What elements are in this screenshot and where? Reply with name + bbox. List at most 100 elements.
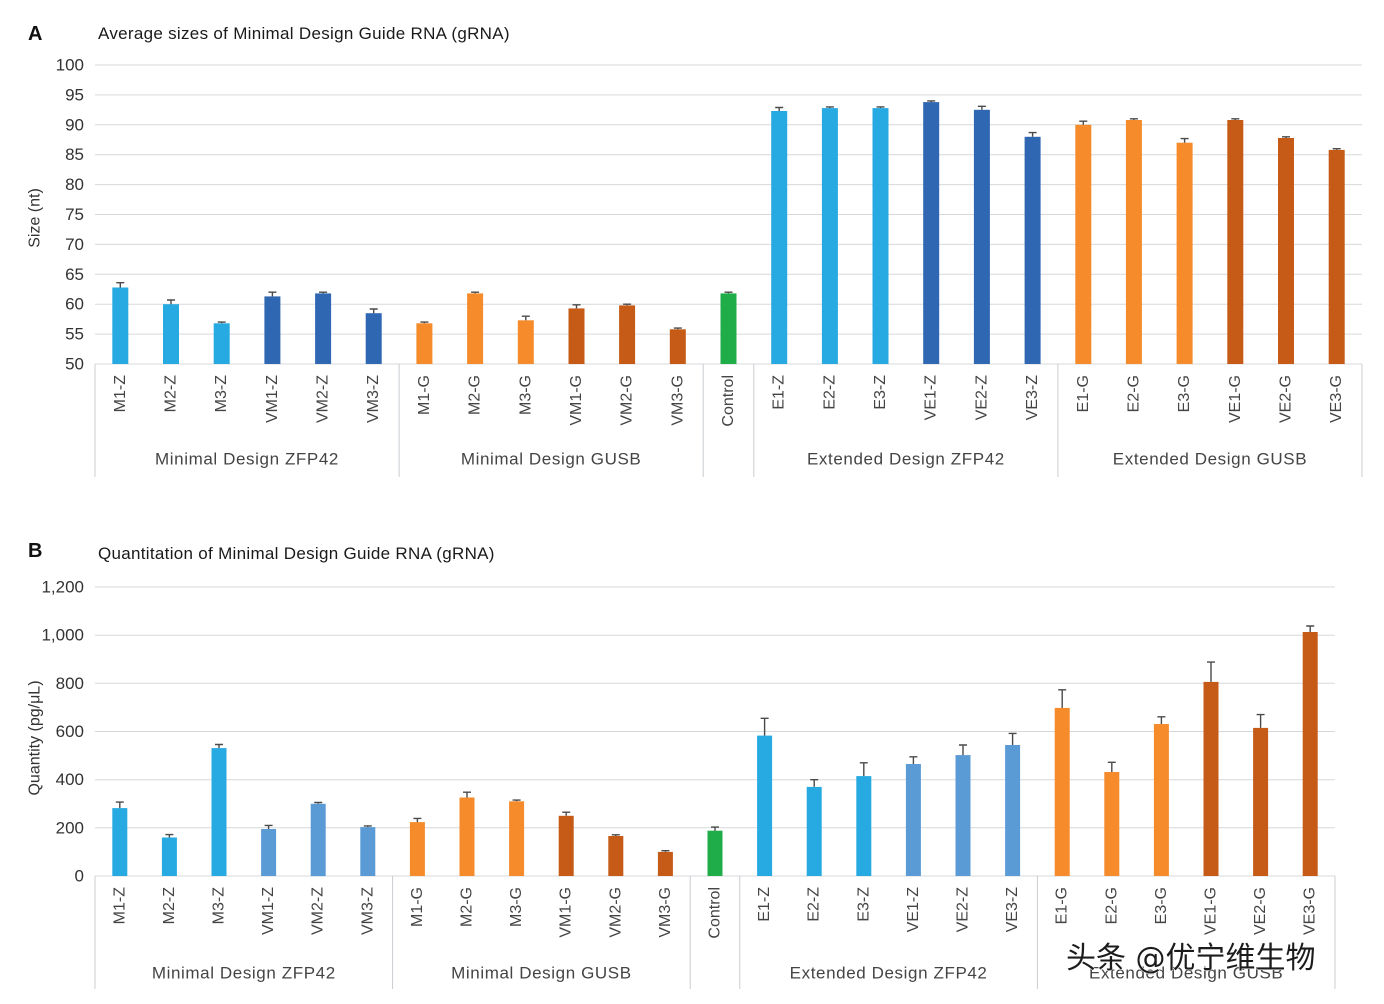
panel-a-error-bar-e1-z [775,106,784,111]
panel-b-category-label-vm1-g: VM1-G [558,887,575,938]
panel-b-category-label-vm3-g: VM3-G [657,887,674,938]
panel-a-y-axis-label: Size (nt) [27,188,44,248]
panel-b-bar-m1-g [409,822,425,876]
panel-b-category-label-ve3-g: VE3-G [1302,887,1319,935]
panel-b-error-bar-e2-z [810,779,819,787]
panel-a-y-tick-label-75: 75 [65,205,84,224]
panel-b-error-bar-ve1-g [1207,661,1215,682]
panel-a-bar-vm2-g [619,305,636,364]
panel-a-category-label-e2-z: E2-Z [821,375,838,410]
panel-a-category-label-ve2-g: VE2-G [1278,375,1295,423]
panel-a-error-bar-vm2-z [319,291,328,294]
panel-b-error-bar-e1-z [760,717,769,736]
panel-a-error-bar-ve2-z [977,105,986,110]
panel-a-category-label-e1-g: E1-G [1075,375,1092,412]
panel-a-bar-ve2-z [973,109,990,364]
panel-a-category-label-ve3-z: VE3-Z [1024,375,1041,421]
panel-a-category-label-vm2-g: VM2-G [619,375,636,426]
panel-a-error-bar-e3-g [1180,137,1189,143]
panel-b-category-label-m3-z: M3-Z [211,887,228,925]
panel-b-y-tick-label-1200: 1,200 [41,578,84,597]
panel-b-error-bar-m3-g [512,799,521,802]
panel-b-bar-control [707,830,723,876]
panel-b-category-label-vm1-z: VM1-Z [260,887,277,935]
panel-b-category-label-ve2-g: VE2-G [1252,887,1269,935]
panel-a-category-label-vm2-z: VM2-Z [315,375,332,423]
panel-a-error-bar-vm3-z [369,308,378,314]
panel-b-group-label-3: Extended Design ZFP42 [790,964,988,983]
panel-b-bar-ve2-z [955,755,971,876]
panel-a-category-label-vm1-g: VM1-G [568,375,585,426]
panel-b-bar-e1-z [757,735,773,876]
panel-a-y-tick-label-55: 55 [65,325,84,344]
panel-b-category-label-e1-g: E1-G [1054,887,1071,924]
panel-a-category-label-m2-g: M2-G [467,375,484,415]
panel-b-bar-vm3-g [657,851,673,876]
panel-b-error-bar-m1-z [115,801,124,809]
panel-a-group-label-3: Extended Design ZFP42 [807,450,1005,469]
panel-b-category-label-e3-z: E3-Z [855,887,872,922]
panel-b: B Quantitation of Minimal Design Guide R… [27,540,1336,989]
panel-b-error-bar-m2-z [165,833,174,838]
panel-a-error-bar-e3-z [876,106,885,109]
panel-a-bar-ve3-g [1328,149,1345,364]
panel-b-y-axis-label: Quantity (pg/μL) [27,680,44,795]
panel-a-bar-ve1-g [1227,120,1244,364]
panel-b-y-tick-label-0: 0 [75,867,84,886]
panel-a-category-label-e3-z: E3-Z [872,375,889,410]
panel-b-category-label-m2-z: M2-Z [161,887,178,925]
panel-b-error-bar-e1-g [1058,689,1067,708]
panel-a-category-label-ve2-z: VE2-Z [973,375,990,421]
panel-a-y-tick-label-90: 90 [65,115,84,134]
panel-a-error-bar-e1-g [1079,120,1088,125]
panel-b-category-label-e2-z: E2-Z [806,887,823,922]
panel-a-error-bar-m3-z [217,321,226,324]
panel-b-title: Quantitation of Minimal Design Guide RNA… [98,544,495,563]
panel-b-error-bar-ve2-g [1256,713,1265,728]
panel-a-y-tick-label-60: 60 [65,295,84,314]
panel-a-bar-m2-g [467,293,484,364]
panel-a-category-label-vm3-g: VM3-G [669,375,686,426]
panel-b-error-bar-vm2-g [611,834,620,836]
panel-a-y-tick-label-85: 85 [65,145,84,164]
panel-b-bar-m3-g [509,801,525,876]
panel-a-y-tick-label-70: 70 [65,235,84,254]
panel-a-bar-m2-z [163,304,179,364]
panel-a-group-label-0: Minimal Design ZFP42 [155,450,339,469]
panel-b-error-bar-ve3-g [1306,625,1315,632]
panel-a-category-label-e1-z: E1-Z [771,375,788,410]
panel-a-y-tick-label-100: 100 [56,56,84,75]
panel-b-error-bar-m2-g [463,791,471,798]
panel-b-error-bar-ve2-z [959,744,967,756]
panel-b-category-label-vm2-g: VM2-G [607,887,624,938]
panel-a-category-label-e2-g: E2-G [1125,375,1142,412]
panel-b-bar-vm2-z [310,803,326,877]
panel-b-bar-m2-g [459,797,475,876]
panel-a-category-label-m1-z: M1-Z [112,375,129,413]
panel-b-bar-ve1-g [1203,681,1219,876]
watermark: 头条 @优宁维生物 [1066,941,1316,976]
panel-a-y-tick-label-65: 65 [65,265,84,284]
panel-a-error-bar-control [724,291,733,294]
panel-a-category-label-ve1-g: VE1-G [1227,375,1244,423]
panel-b-bar-ve3-z [1005,745,1021,876]
panel-b-error-bar-ve3-z [1008,732,1017,745]
panel-b-bar-m3-z [211,748,227,876]
panel-b-bar-e1-g [1054,707,1070,876]
panel-b-bar-vm3-z [360,827,376,876]
panel-a-bar-e3-z [872,108,889,364]
panel-b-bar-e3-z [856,776,872,876]
panel-b-y-tick-label-800: 800 [56,674,84,693]
panel-b-bar-ve2-g [1253,727,1269,876]
panel-a-title: Average sizes of Minimal Design Guide RN… [98,24,510,43]
panel-b-error-bar-vm1-z [264,824,273,829]
panel-b-error-bar-e3-z [859,762,868,777]
panel-a-letter: A [28,23,42,45]
panel-a-bar-e1-z [771,111,788,364]
panel-a-error-bar-e2-z [825,106,834,109]
panel-a-bar-e2-z [821,108,838,364]
panel-a-category-label-ve1-z: VE1-Z [923,375,940,421]
panel-b-y-tick-label-600: 600 [56,722,84,741]
panel-b-bar-ve3-g [1302,632,1318,876]
